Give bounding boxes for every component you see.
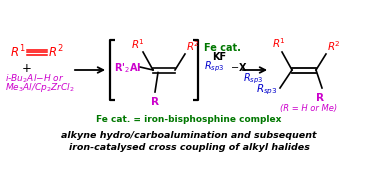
- Text: $R_{sp3}$: $R_{sp3}$: [204, 60, 225, 74]
- Text: $-$X: $-$X: [230, 61, 248, 73]
- Text: $R^1$: $R^1$: [272, 36, 286, 50]
- Text: $R^1$: $R^1$: [131, 37, 145, 51]
- Text: (R = H or Me): (R = H or Me): [280, 104, 337, 113]
- Text: iron-catalysed cross coupling of alkyl halides: iron-catalysed cross coupling of alkyl h…: [68, 143, 310, 152]
- Text: $R^2$: $R^2$: [186, 39, 200, 53]
- Text: Fe cat. = iron-bisphosphine complex: Fe cat. = iron-bisphosphine complex: [96, 115, 282, 124]
- Text: KF: KF: [212, 52, 226, 62]
- Text: Fe cat.: Fe cat.: [204, 43, 241, 53]
- Text: Me$_3$Al/Cp$_2$ZrCl$_2$: Me$_3$Al/Cp$_2$ZrCl$_2$: [5, 81, 75, 95]
- Text: R: R: [316, 93, 324, 103]
- Text: $R_{sp3}$: $R_{sp3}$: [256, 83, 278, 97]
- Text: R'$_2$Al: R'$_2$Al: [114, 61, 141, 75]
- Text: $R^1$: $R^1$: [10, 44, 25, 60]
- Text: $R_{sp3}$: $R_{sp3}$: [243, 72, 263, 86]
- Text: R: R: [151, 97, 159, 107]
- Text: $R^2$: $R^2$: [48, 44, 64, 60]
- Text: alkyne hydro/carboalumination and subsequent: alkyne hydro/carboalumination and subseq…: [61, 132, 317, 140]
- Text: $R^2$: $R^2$: [327, 39, 341, 53]
- Text: +: +: [22, 62, 32, 74]
- Text: $i$-Bu$_2$Al$-$H or: $i$-Bu$_2$Al$-$H or: [5, 73, 65, 85]
